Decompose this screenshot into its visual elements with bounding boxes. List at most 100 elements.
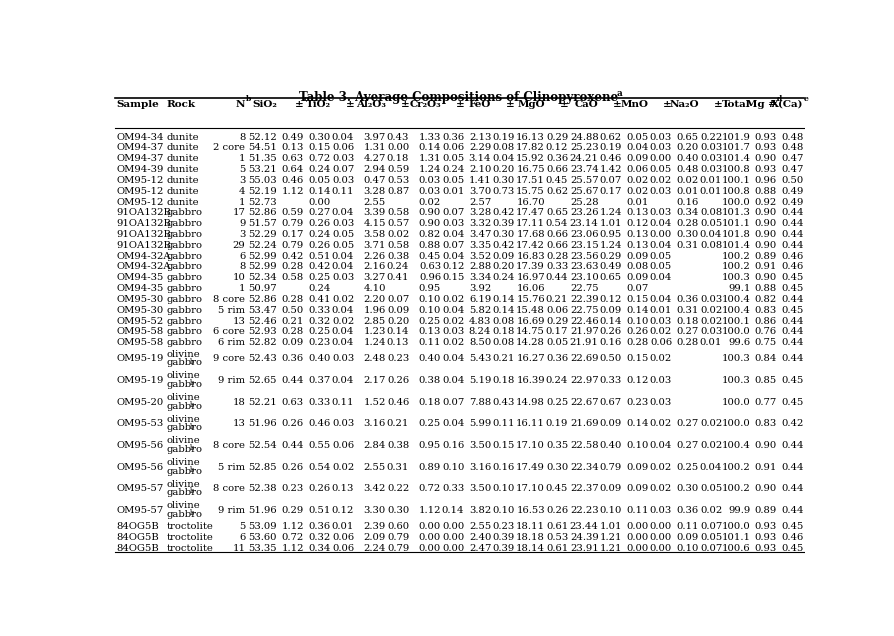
Text: 0.03: 0.03 [649, 398, 671, 407]
Text: 0.09: 0.09 [676, 533, 698, 542]
Text: 101.4: 101.4 [721, 154, 749, 163]
Text: 0.26: 0.26 [282, 463, 304, 472]
Text: 0.05: 0.05 [649, 165, 671, 174]
Text: 17.42: 17.42 [516, 241, 544, 250]
Text: 16.39: 16.39 [516, 376, 544, 385]
Text: 0.04: 0.04 [332, 263, 354, 272]
Text: 13: 13 [232, 419, 245, 429]
Text: 0.90: 0.90 [754, 230, 776, 239]
Text: 0.40: 0.40 [676, 154, 698, 163]
Text: 0.04: 0.04 [442, 419, 464, 429]
Text: 0.03: 0.03 [442, 219, 464, 228]
Text: 0.42: 0.42 [308, 263, 331, 272]
Text: 0.40: 0.40 [308, 354, 331, 363]
Text: 18.14: 18.14 [515, 544, 544, 553]
Text: 23.14: 23.14 [569, 219, 598, 228]
Text: 0.07: 0.07 [332, 165, 354, 174]
Text: 8: 8 [239, 132, 245, 142]
Text: 0.90: 0.90 [754, 219, 776, 228]
Text: 0.00: 0.00 [649, 230, 671, 239]
Text: 16.69: 16.69 [516, 317, 544, 326]
Text: OM94-32A: OM94-32A [116, 252, 171, 261]
Text: 0.25: 0.25 [418, 419, 441, 429]
Text: OM94-34: OM94-34 [116, 132, 164, 142]
Text: OM95-30: OM95-30 [116, 306, 163, 315]
Text: 0.03: 0.03 [418, 187, 441, 196]
Text: 0.64: 0.64 [282, 165, 304, 174]
Text: 100.4: 100.4 [721, 295, 749, 304]
Text: dunite: dunite [166, 198, 199, 207]
Text: 3.28: 3.28 [468, 209, 491, 218]
Text: 0.09: 0.09 [626, 252, 648, 261]
Text: 0.03: 0.03 [332, 419, 354, 429]
Text: 52.82: 52.82 [249, 338, 277, 347]
Text: 0.12: 0.12 [626, 376, 648, 385]
Text: OM94-37: OM94-37 [116, 143, 164, 153]
Text: 0.45: 0.45 [780, 522, 803, 531]
Text: 0.13: 0.13 [332, 485, 354, 494]
Text: 0.07: 0.07 [442, 241, 464, 250]
Text: 0.03: 0.03 [649, 132, 671, 142]
Text: 0.48: 0.48 [780, 132, 803, 142]
Text: 0.24: 0.24 [308, 284, 331, 293]
Text: 22.39: 22.39 [569, 295, 598, 304]
Text: gabbro: gabbro [166, 230, 203, 239]
Text: 0.66: 0.66 [545, 165, 568, 174]
Text: 0.09: 0.09 [626, 485, 648, 494]
Text: 0.04: 0.04 [699, 463, 721, 472]
Text: 0.30: 0.30 [308, 132, 331, 142]
Text: 0.06: 0.06 [649, 338, 671, 347]
Text: 0.00: 0.00 [442, 544, 464, 553]
Text: 0.02: 0.02 [332, 317, 354, 326]
Text: 0.01: 0.01 [699, 176, 721, 185]
Text: 0.25: 0.25 [676, 463, 698, 472]
Text: 0.96: 0.96 [754, 176, 776, 185]
Text: 0.04: 0.04 [442, 230, 464, 239]
Text: ±: ± [345, 100, 354, 109]
Text: 0.01: 0.01 [699, 187, 721, 196]
Text: 0.95: 0.95 [418, 284, 441, 293]
Text: 0.46: 0.46 [599, 154, 621, 163]
Text: 5: 5 [239, 165, 245, 174]
Text: ±: ± [295, 100, 304, 109]
Text: OM94-35: OM94-35 [116, 284, 164, 293]
Text: 52.38: 52.38 [249, 485, 277, 494]
Text: 2.57: 2.57 [468, 198, 491, 207]
Text: 0.46: 0.46 [386, 398, 409, 407]
Text: 101.9: 101.9 [721, 132, 749, 142]
Text: N: N [236, 100, 245, 109]
Text: 0.41: 0.41 [308, 295, 331, 304]
Text: ±: ± [612, 100, 621, 109]
Text: 0.01: 0.01 [626, 198, 648, 207]
Text: 3.34: 3.34 [468, 273, 491, 282]
Text: 0.20: 0.20 [386, 317, 409, 326]
Text: 100.0: 100.0 [721, 398, 749, 407]
Text: 101.8: 101.8 [721, 230, 749, 239]
Text: 0.08: 0.08 [492, 338, 514, 347]
Text: 100.0: 100.0 [721, 419, 749, 429]
Text: 0.23: 0.23 [282, 485, 304, 494]
Text: 0.04: 0.04 [626, 143, 648, 153]
Text: 0.03: 0.03 [418, 176, 441, 185]
Text: 8 core: 8 core [213, 485, 245, 494]
Text: 0.04: 0.04 [442, 376, 464, 385]
Text: gabbro: gabbro [166, 252, 203, 261]
Text: 14.28: 14.28 [516, 338, 544, 347]
Text: 52.65: 52.65 [249, 376, 277, 385]
Text: 16.11: 16.11 [516, 419, 544, 429]
Text: 0.01: 0.01 [442, 187, 464, 196]
Text: 2.29: 2.29 [468, 143, 491, 153]
Text: 0.42: 0.42 [780, 419, 803, 429]
Text: 0.06: 0.06 [332, 544, 354, 553]
Text: 0.08: 0.08 [626, 263, 648, 272]
Text: 3.50: 3.50 [468, 485, 491, 494]
Text: 52.24: 52.24 [249, 241, 277, 250]
Text: 0.07: 0.07 [699, 522, 721, 531]
Text: 0.28: 0.28 [282, 295, 304, 304]
Text: 0.12: 0.12 [599, 295, 621, 304]
Text: gabbro: gabbro [166, 510, 203, 519]
Text: 0.01: 0.01 [699, 338, 721, 347]
Text: 3.97: 3.97 [363, 132, 385, 142]
Text: 0.87: 0.87 [386, 187, 409, 196]
Text: 0.43: 0.43 [386, 132, 409, 142]
